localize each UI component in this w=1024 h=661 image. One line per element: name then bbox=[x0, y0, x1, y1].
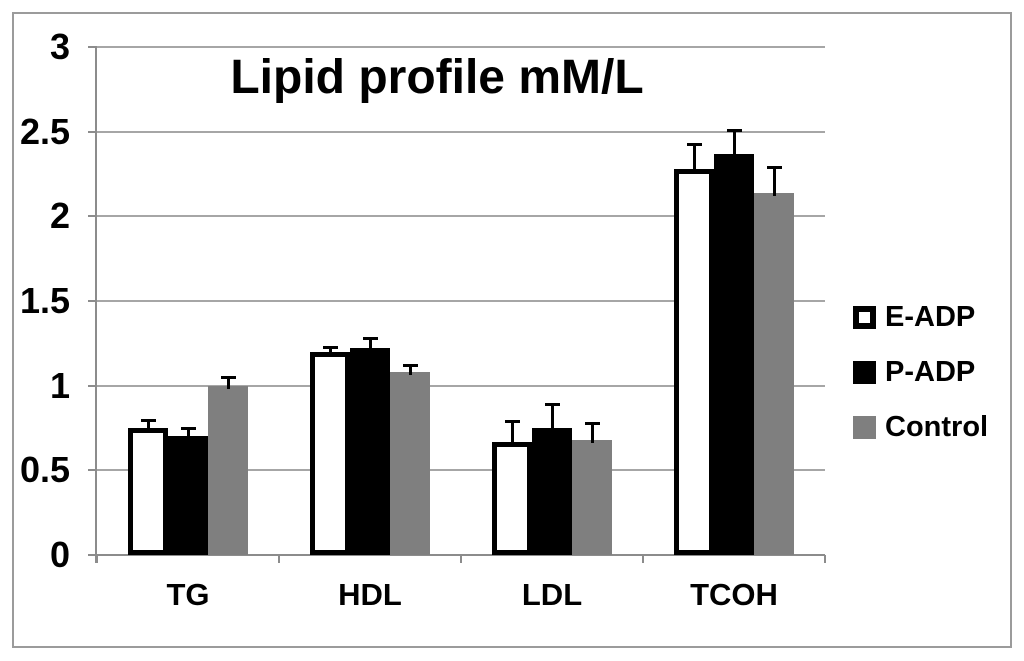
error-bar-cap bbox=[180, 427, 196, 430]
bar-hdl-control bbox=[390, 372, 430, 555]
legend-marker-control bbox=[853, 415, 876, 439]
x-category-label: HDL bbox=[338, 577, 402, 612]
y-tick-label: 0.5 bbox=[19, 449, 70, 491]
error-bar-line bbox=[146, 419, 150, 431]
error-bar-cap bbox=[220, 376, 236, 380]
legend-marker-e-adp bbox=[853, 305, 876, 329]
x-category-label: TG bbox=[166, 577, 210, 612]
bar-ldl-control bbox=[572, 439, 612, 555]
y-tick bbox=[88, 469, 97, 472]
error-bar-line bbox=[510, 421, 514, 445]
error-bar-line bbox=[692, 143, 696, 172]
gridline bbox=[97, 469, 825, 472]
bar-tg-control bbox=[208, 385, 248, 555]
gridline bbox=[97, 46, 825, 48]
legend-item-p-adp: P-ADP bbox=[853, 356, 976, 388]
legend-item-e-adp: E-ADP bbox=[853, 301, 976, 333]
legend-label-e-adp: E-ADP bbox=[885, 301, 976, 333]
bar-tcoh-p-adp bbox=[714, 153, 754, 555]
y-tick-label: 3 bbox=[49, 26, 70, 67]
bar-tcoh-e-adp bbox=[674, 168, 714, 555]
legend-label-control: Control bbox=[885, 411, 989, 443]
error-bar-line bbox=[226, 377, 230, 389]
gridline bbox=[97, 300, 825, 302]
x-tick bbox=[642, 555, 644, 563]
x-tick bbox=[460, 555, 462, 563]
chart-title: Lipid profile mM/L bbox=[230, 51, 644, 104]
y-tick-label: 1 bbox=[49, 364, 70, 406]
x-category-label: LDL bbox=[521, 577, 583, 612]
y-tick-label: 2 bbox=[49, 195, 70, 237]
gridline bbox=[97, 215, 825, 218]
bar-tg-e-adp bbox=[128, 428, 168, 555]
error-bar-cap bbox=[402, 364, 418, 368]
error-bar-line bbox=[186, 428, 190, 440]
x-tick bbox=[96, 555, 98, 563]
legend-marker-p-adp bbox=[853, 360, 876, 384]
bar-tg-p-adp bbox=[168, 436, 208, 555]
y-tick bbox=[88, 46, 97, 48]
bar-ldl-p-adp bbox=[532, 428, 572, 555]
error-bar-cap bbox=[140, 418, 156, 422]
y-tick-label: 1.5 bbox=[19, 280, 70, 321]
error-bar-line bbox=[772, 167, 776, 196]
gridline bbox=[97, 384, 825, 387]
x-category-label: TCOH bbox=[690, 577, 778, 612]
error-bar-line bbox=[368, 338, 372, 352]
gridline bbox=[97, 130, 825, 133]
bar-ldl-e-adp bbox=[492, 441, 532, 555]
error-bar-line bbox=[328, 346, 332, 355]
error-bar-line bbox=[550, 404, 554, 431]
bar-hdl-p-adp bbox=[350, 348, 390, 555]
x-tick bbox=[278, 555, 280, 563]
error-bar-cap bbox=[584, 421, 600, 425]
error-bar-cap bbox=[322, 345, 338, 349]
error-bar-line bbox=[590, 422, 594, 443]
error-bar-cap bbox=[726, 128, 742, 132]
error-bar-cap bbox=[686, 142, 702, 146]
error-bar-line bbox=[732, 129, 736, 157]
legend-label-p-adp: P-ADP bbox=[885, 356, 976, 388]
error-bar-cap bbox=[766, 166, 782, 170]
bar-hdl-e-adp bbox=[310, 351, 350, 555]
legend-item-control: Control bbox=[853, 411, 989, 443]
y-axis-line bbox=[95, 47, 97, 563]
error-bar-cap bbox=[362, 337, 378, 341]
y-tick bbox=[88, 215, 97, 218]
y-tick bbox=[88, 384, 97, 387]
y-tick bbox=[88, 130, 97, 133]
y-tick bbox=[88, 300, 97, 302]
y-tick-label: 2.5 bbox=[19, 110, 70, 152]
x-tick bbox=[824, 555, 826, 563]
error-bar-cap bbox=[504, 420, 520, 424]
error-bar-cap bbox=[544, 403, 560, 407]
bar-tcoh-control bbox=[754, 192, 794, 555]
error-bar-line bbox=[408, 365, 412, 376]
y-tick bbox=[88, 554, 97, 556]
y-tick-label: 0 bbox=[49, 534, 70, 575]
